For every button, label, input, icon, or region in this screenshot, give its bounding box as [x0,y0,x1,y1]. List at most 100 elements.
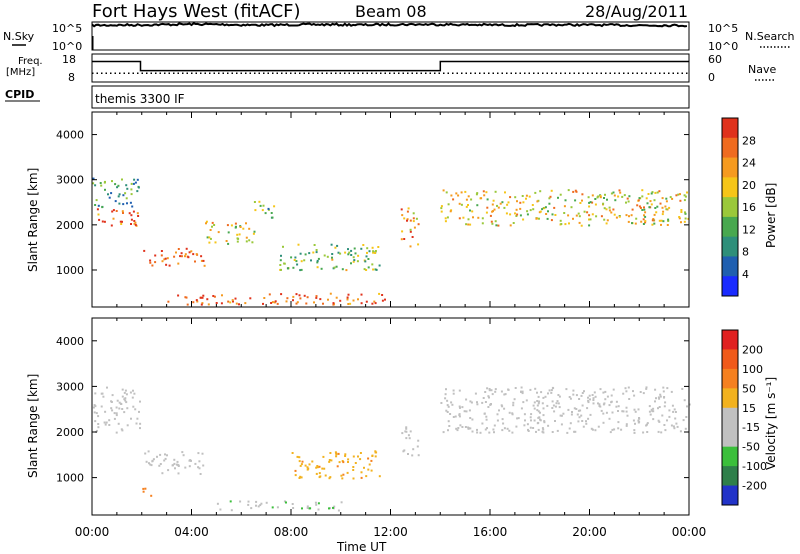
heatmap-cell [202,259,205,262]
heatmap-cell [131,205,134,208]
heatmap-cell [364,260,367,263]
heatmap-cell [276,506,279,509]
heatmap-cell [147,450,150,453]
heatmap-cell [359,452,362,454]
heatmap-cell [374,451,377,454]
heatmap-cell [313,244,316,246]
heatmap-cell [341,477,344,480]
heatmap-cell [317,257,320,260]
heatmap-cell [133,392,136,395]
heatmap-cell [658,219,661,222]
heatmap-cell [537,410,540,413]
heatmap-cell [612,208,615,211]
heatmap-cell [245,240,248,243]
heatmap-cell [555,402,558,405]
heatmap-cell [108,419,111,422]
heatmap-cell [367,266,370,269]
heatmap-cell [608,404,611,407]
heatmap-cell [184,253,187,256]
heatmap-cell [586,407,589,410]
power-colorbar-frame [721,117,739,297]
heatmap-cell [642,218,645,221]
heatmap-cell [230,224,233,227]
heatmap-cell [110,192,113,195]
heatmap-cell [307,467,310,470]
heatmap-cell [371,302,374,305]
heatmap-cell [666,387,669,390]
heatmap-cell [273,205,276,208]
heatmap-cell [446,399,449,402]
heatmap-cell [468,409,471,412]
heatmap-cell [145,460,148,463]
heatmap-cell [129,391,132,394]
heatmap-cell [658,397,661,400]
heatmap-cell [173,462,176,465]
velocity-colorbar-label: Velocity [m s⁻¹] [764,377,778,470]
power-ytick-label: 4000 [56,129,84,142]
heatmap-cell [348,251,351,254]
velocity-colorbar-swatch [722,349,738,370]
heatmap-cell [567,214,570,217]
heatmap-cell [640,220,643,223]
heatmap-cell [452,389,455,392]
power-ytick-label: 2000 [56,219,84,232]
heatmap-cell [543,207,546,210]
heatmap-cell [668,409,671,412]
heatmap-cell [164,457,167,460]
heatmap-cell [447,420,450,423]
heatmap-cell [520,407,523,410]
heatmap-cell [536,200,539,203]
heatmap-cell [356,260,359,263]
heatmap-cell [335,455,338,458]
heatmap-cell [229,301,232,304]
heatmap-cell [95,412,98,415]
heatmap-cell [196,300,199,303]
heatmap-cell [497,224,500,227]
heatmap-cell [279,259,282,262]
heatmap-cell [330,459,333,462]
heatmap-cell [450,401,453,404]
power-xaxis-ticks [91,112,690,307]
heatmap-cell [117,184,120,187]
heatmap-cell [491,203,494,206]
heatmap-cell [198,467,201,470]
heatmap-cell [293,259,296,261]
heatmap-cell [409,228,412,231]
heatmap-cell [308,252,311,255]
velocity-colorbar-swatch [722,368,738,389]
heatmap-cell [486,427,488,430]
heatmap-cell [118,202,121,205]
heatmap-cell [477,216,480,219]
heatmap-cell [625,424,628,427]
heatmap-cell [403,217,406,220]
heatmap-cell [403,238,406,240]
heatmap-cell [575,408,578,410]
heatmap-cell [180,252,183,255]
heatmap-cell [550,391,553,394]
heatmap-cell [493,431,495,434]
heatmap-cell [532,208,535,211]
heatmap-cell [372,250,375,253]
heatmap-cell [125,401,128,404]
heatmap-cell [344,455,347,457]
heatmap-cell [675,194,678,197]
heatmap-cell [527,428,529,431]
heatmap-cell [521,390,524,393]
heatmap-cell [651,410,654,413]
heatmap-cell [194,260,196,263]
heatmap-cell [405,430,408,433]
heatmap-cell [149,259,152,262]
heatmap-cell [100,405,103,408]
heatmap-cell [444,217,447,220]
heatmap-cell [447,429,449,432]
heatmap-cell [329,292,332,295]
heatmap-cell [613,213,616,216]
heatmap-cell [563,205,566,208]
heatmap-cell [542,414,545,417]
heatmap-cell [528,195,531,198]
heatmap-cell [471,210,474,213]
heatmap-cell [337,452,340,455]
heatmap-cell [589,218,592,221]
heatmap-cell [583,210,586,213]
heatmap-cell [347,248,349,251]
